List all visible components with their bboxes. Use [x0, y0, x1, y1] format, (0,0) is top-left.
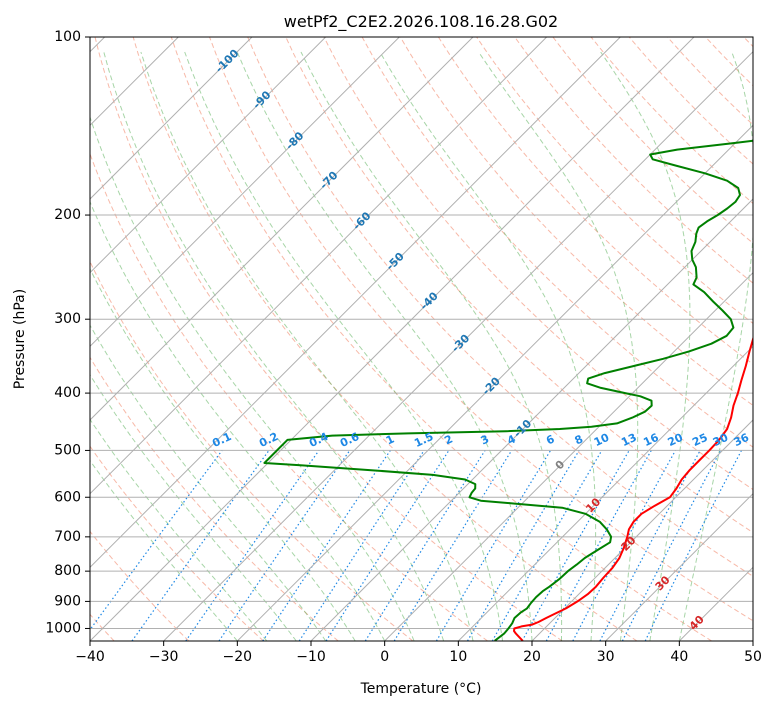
- isotherm-line: [605, 492, 753, 641]
- isotherm-line: [310, 198, 753, 641]
- isotherm-line: [236, 124, 753, 641]
- moist-adiabat-line: [90, 267, 356, 641]
- x-tick-label: −10: [296, 649, 326, 665]
- isotherm-line: [90, 37, 474, 421]
- plot-area: [90, 37, 753, 641]
- mixing-ratio-line: [545, 450, 652, 641]
- dry-adiabat-line: [476, 37, 753, 325]
- x-tick-label: 40: [670, 649, 688, 665]
- dry-adiabat-line: [590, 37, 753, 205]
- moist-adiabat-line: [90, 200, 386, 641]
- moist-adiabat-line: [184, 51, 503, 641]
- sounding-series: [263, 139, 753, 641]
- dry-adiabat-line: [90, 530, 190, 641]
- isotherm-line: [90, 37, 253, 200]
- y-tick-label: 700: [54, 529, 81, 545]
- mixing-ratio-line: [572, 450, 677, 641]
- dry-adiabat-line: [90, 260, 414, 641]
- mixing-ratio-label: 25: [690, 431, 709, 449]
- moist-adiabat-line: [478, 51, 639, 641]
- isotherm-line: [90, 37, 621, 569]
- mixing-ratio-labels: 0.1 0.2 0.4 0.6 1 1.5 2 3 4 6 8 10 13 16 20 25 30 36: [210, 430, 751, 450]
- moist-adiabat-line: [236, 51, 533, 641]
- isotherm-line: [90, 37, 548, 495]
- y-tick-label: 600: [54, 489, 81, 505]
- y-tick-label: 800: [54, 563, 81, 579]
- dry-adiabat-line: [209, 37, 753, 622]
- mixing-ratio-line: [325, 450, 450, 641]
- mixing-ratio-label: 36: [732, 431, 752, 449]
- isotherm-line: [90, 37, 400, 348]
- mixing-ratio-label: 30: [711, 431, 731, 449]
- moist-adiabat-line: [103, 51, 445, 641]
- mixing-ratio-line: [393, 450, 513, 641]
- moist-adiabat-line: [600, 51, 691, 641]
- x-tick-label: 50: [744, 649, 762, 665]
- y-tick-label: 400: [54, 385, 81, 401]
- chart-title: wetPf2_C2E2.2026.108.16.28.G02: [284, 12, 558, 32]
- y-tick-label: 900: [54, 593, 81, 609]
- isotherm-line: [163, 50, 753, 641]
- x-tick-label: 10: [449, 649, 467, 665]
- mixing-ratio-label: 20: [666, 431, 686, 449]
- moist-adiabat-line: [300, 51, 563, 641]
- y-tick-label: 500: [54, 442, 81, 458]
- moist-adiabats: [90, 51, 753, 641]
- dry-adiabat-line: [399, 37, 753, 407]
- plot-frame: [89, 36, 754, 642]
- mixing-ratio-label: 10: [592, 431, 612, 449]
- dry-adiabat-line: [94, 37, 563, 641]
- dry-adiabat-line: [247, 37, 753, 577]
- isotherm-line: [457, 345, 753, 641]
- y-tick-label: 100: [54, 29, 81, 45]
- mixing-ratio-line: [131, 450, 270, 641]
- mixing-ratio-line: [364, 450, 486, 641]
- mixing-ratio-label: 13: [619, 431, 638, 449]
- mixing-ratio-line: [491, 450, 603, 641]
- y-axis-label: Pressure (hPa): [12, 289, 28, 389]
- mixing-ratio-line: [218, 450, 351, 641]
- isotherm-line: [384, 271, 753, 641]
- x-axis: −40 −30 −20 −10 0 10 20 30 40 50: [75, 641, 762, 665]
- isotherm-line: [752, 640, 753, 641]
- dry-adiabat-line: [437, 37, 753, 365]
- x-tick-label: 30: [597, 649, 615, 665]
- mixing-ratio-label: 16: [641, 431, 661, 449]
- x-tick-label: 0: [380, 649, 389, 665]
- mixing-ratio-line: [466, 450, 580, 641]
- x-tick-label: −30: [149, 649, 179, 665]
- dry-adiabat-line: [90, 356, 339, 641]
- moist-adiabat-line: [90, 324, 327, 641]
- mixing-ratio-line: [90, 450, 223, 631]
- moist-adiabat-line: [678, 51, 753, 641]
- moist-adiabat-line: [140, 51, 474, 641]
- x-axis-label: Temperature (°C): [360, 681, 482, 697]
- dry-adiabat-line: [132, 37, 638, 641]
- moist-adiabat-line: [90, 115, 415, 641]
- dewpoint-line: [263, 139, 753, 641]
- x-tick-label: 20: [523, 649, 541, 665]
- y-tick-label: 200: [54, 207, 81, 223]
- dry-adiabat-line: [90, 152, 488, 641]
- mixing-ratio-lines: [90, 450, 743, 641]
- y-axis: 100 200 300 400 500 600 700 800 900 1000: [45, 29, 90, 636]
- y-tick-label: 300: [54, 311, 81, 327]
- isotherm-lines: [90, 37, 753, 641]
- isotherm-line: [531, 419, 753, 641]
- isotherm-line: [90, 37, 695, 641]
- dry-adiabat-line: [552, 37, 753, 244]
- dry-adiabat-line: [285, 37, 753, 534]
- mixing-ratio-line: [435, 450, 552, 641]
- y-tick-label: 1000: [45, 620, 81, 636]
- isobar-gridlines: [90, 37, 753, 629]
- dry-adiabat-line: [170, 37, 712, 641]
- x-tick-label: −20: [223, 649, 253, 665]
- moist-adiabat-line: [379, 51, 597, 641]
- dry-adiabat-line: [323, 37, 753, 491]
- isotherm-line: [90, 37, 327, 274]
- temperature-line: [513, 335, 753, 641]
- x-tick-label: −40: [75, 649, 105, 665]
- mixing-ratio-line: [521, 450, 630, 641]
